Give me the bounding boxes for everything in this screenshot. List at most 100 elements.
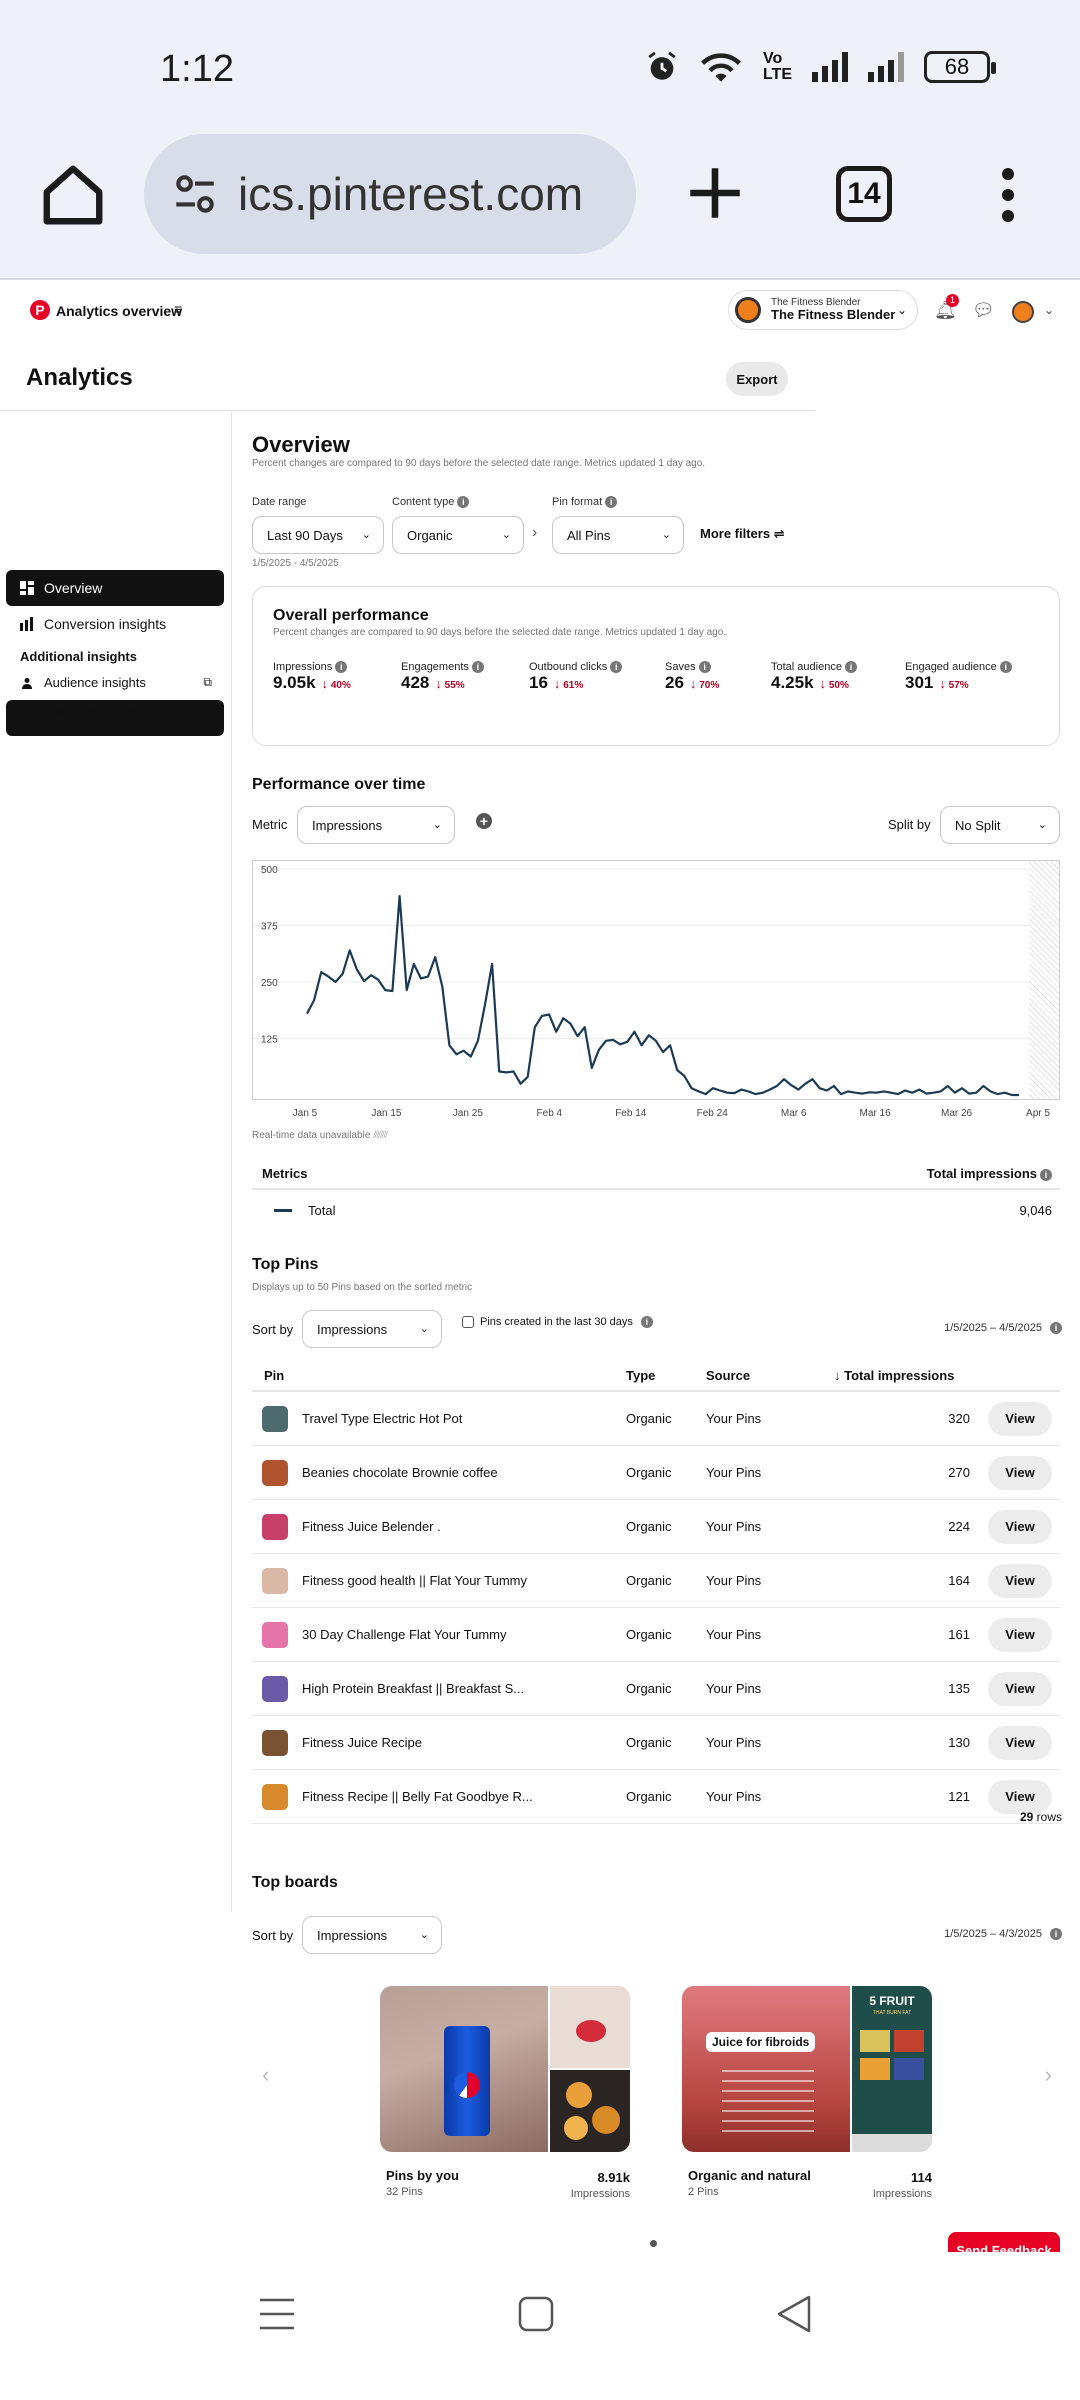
pin-source: Your Pins (706, 1627, 762, 1642)
info-icon[interactable]: i (999, 661, 1012, 674)
tab-switcher-button[interactable]: 14 (836, 166, 892, 222)
recents-menu-icon[interactable] (258, 2296, 296, 2332)
metric-name: Total audience i (771, 661, 857, 674)
add-metric-icon[interactable]: + (476, 813, 492, 829)
info-icon[interactable]: i (698, 661, 711, 674)
info-icon[interactable]: i (471, 661, 484, 674)
sidebar-item-conversion[interactable]: Conversion insights (6, 606, 224, 642)
view-pin-button[interactable]: View (988, 1779, 1052, 1814)
info-icon[interactable]: i (1050, 1928, 1062, 1941)
pin-format-select[interactable]: All Pins ⌄ (552, 516, 684, 554)
export-button[interactable]: Export (726, 362, 788, 396)
impressions-series-line (306, 894, 1019, 1097)
info-icon[interactable]: i (610, 661, 623, 674)
checkbox[interactable] (462, 1316, 474, 1328)
metric-item[interactable]: Impressions i 9.05k ↓ 40% (273, 661, 351, 693)
col-type[interactable]: Type (626, 1368, 656, 1383)
user-avatar[interactable] (1012, 301, 1034, 323)
table-row[interactable]: High Protein Breakfast || Breakfast S...… (252, 1662, 1060, 1716)
x-tick-label: Feb 24 (697, 1108, 729, 1119)
info-icon[interactable]: i (335, 661, 348, 674)
carousel-prev-icon[interactable]: ‹ (262, 2062, 270, 2087)
home-square-icon[interactable] (518, 2296, 554, 2332)
table-row[interactable]: Travel Type Electric Hot Pot Organic Your … (252, 1392, 1060, 1446)
content-type-select[interactable]: Organic ⌄ (392, 516, 524, 554)
sidebar-item-overview[interactable] (6, 700, 224, 736)
table-row[interactable]: Fitness Juice Recipe Organic Your Pins 130 V… (252, 1716, 1060, 1770)
metric-label: Metric (252, 817, 288, 832)
table-row[interactable]: 30 Day Challenge Flat Your Tummy Organic Y… (252, 1608, 1060, 1662)
split-by-select[interactable]: No Split ⌄ (940, 806, 1060, 844)
y-tick-label: 125 (261, 1035, 278, 1046)
top-boards-sort-select[interactable]: Impressions ⌄ (302, 1916, 442, 1954)
view-pin-button[interactable]: View (988, 1455, 1052, 1490)
sidebar-item-trends[interactable]: Pinterest Trends ⧉ (20, 705, 212, 720)
col-pin[interactable]: Pin (264, 1368, 285, 1383)
metric-item[interactable]: Engagements i 428 ↓ 55% (401, 661, 484, 693)
pin-format-label: Pin format i (552, 496, 618, 509)
home-icon[interactable] (38, 160, 108, 230)
tab-count: 14 (847, 177, 881, 210)
view-pin-button[interactable]: View (988, 1725, 1052, 1760)
col-source[interactable]: Source (706, 1368, 751, 1383)
browser-menu-button[interactable] (998, 168, 1018, 222)
metric-change-text: 57% (948, 680, 969, 692)
info-icon[interactable]: i (1040, 1168, 1052, 1181)
external-link-icon: ⧉ (203, 705, 212, 719)
new-tab-icon[interactable] (682, 160, 748, 226)
table-row[interactable]: Fitness Juice Belender . Organic Your Pins… (252, 1500, 1060, 1554)
performance-chart[interactable]: 500 375 250 125 (252, 860, 1061, 1100)
conversion-icon (20, 617, 34, 631)
view-pin-button[interactable]: View (988, 1401, 1052, 1436)
view-pin-button[interactable]: View (988, 1563, 1052, 1598)
table-row[interactable]: Fitness Recipe || Belly Fat Goodbye R...… (252, 1770, 1060, 1824)
metric-select[interactable]: Impressions ⌄ (297, 806, 455, 844)
nav-title[interactable]: Analytics overview (56, 303, 183, 319)
chat-icon[interactable]: 💬︎ (972, 300, 995, 320)
board-cover: Juice for fibroids 5 FRUIT THAT BURN FAT (682, 1986, 932, 2152)
back-icon[interactable] (776, 2294, 812, 2334)
recent-pins-checkbox[interactable]: Pins created in the last 30 days i (462, 1316, 653, 1328)
metric-item[interactable]: Total audience i 4.25k ↓ 50% (771, 661, 857, 693)
metric-item[interactable]: Outbound clicks i 16 ↓ 61% (529, 661, 623, 693)
col-total-impressions-label: Total impressions (844, 1368, 955, 1383)
view-pin-button[interactable]: View (988, 1617, 1052, 1652)
metric-item[interactable]: Engaged audience i 301 ↓ 57% (905, 661, 1012, 693)
info-icon[interactable]: i (605, 496, 618, 509)
view-pin-button[interactable]: View (988, 1509, 1052, 1544)
view-pin-button[interactable]: View (988, 1671, 1052, 1706)
info-icon[interactable]: i (1050, 1322, 1062, 1335)
trend-icon (20, 706, 34, 720)
top-pins-note: Displays up to 50 Pins based on the sort… (252, 1282, 473, 1293)
site-settings-icon[interactable] (170, 169, 220, 219)
volte-icon: Vo LTE (762, 50, 792, 83)
table-row[interactable]: Beanies chocolate Brownie coffee Organic Y… (252, 1446, 1060, 1500)
info-icon[interactable]: i (844, 661, 857, 674)
battery-level: 68 (944, 54, 970, 79)
url-bar[interactable]: ics.pinterest.com (144, 134, 636, 254)
date-range-select[interactable]: Last 90 Days ⌄ (252, 516, 384, 554)
pin-format-label-text: Pin format (552, 496, 603, 508)
performance-over-time-title: Performance over time (252, 776, 426, 793)
top-pins-sort-select[interactable]: Impressions ⌄ (302, 1310, 442, 1348)
board-card[interactable]: Juice for fibroids 5 FRUIT THAT BURN FAT… (682, 1986, 932, 2200)
pinterest-logo-icon[interactable]: P (30, 300, 50, 320)
info-icon[interactable]: i (640, 1316, 653, 1328)
battery-icon: 68 (924, 51, 996, 83)
table-row[interactable]: Fitness good health || Flat Your Tummy Or… (252, 1554, 1060, 1608)
sidebar-item-audience[interactable]: Audience insights ⧉ (20, 675, 212, 690)
info-icon[interactable]: i (457, 496, 470, 509)
metric-item[interactable]: Saves i 26 ↓ 70% (665, 661, 719, 693)
carousel-dot[interactable] (650, 2240, 657, 2247)
overall-performance-card: Overall performance Percent changes are … (252, 586, 1060, 746)
date-range-label: Date range (252, 496, 307, 508)
more-filters-button[interactable]: More filters ⇌ (700, 526, 785, 542)
board-card[interactable]: Pins by you 32 Pins 8.91k Impressions (380, 1986, 630, 2200)
account-switcher[interactable]: The Fitness Blender The Fitness Blender … (728, 290, 918, 330)
total-header-text: Total impressions (926, 1166, 1037, 1181)
chevron-down-icon[interactable]: ⌄ (1044, 303, 1055, 317)
col-total-impressions[interactable]: ↓ Total impressions (834, 1368, 954, 1383)
hamburger-icon[interactable]: ≡ (174, 301, 183, 317)
carousel-next-icon[interactable]: › (1044, 2062, 1052, 2087)
sidebar-item-overview[interactable]: Overview (6, 570, 224, 606)
